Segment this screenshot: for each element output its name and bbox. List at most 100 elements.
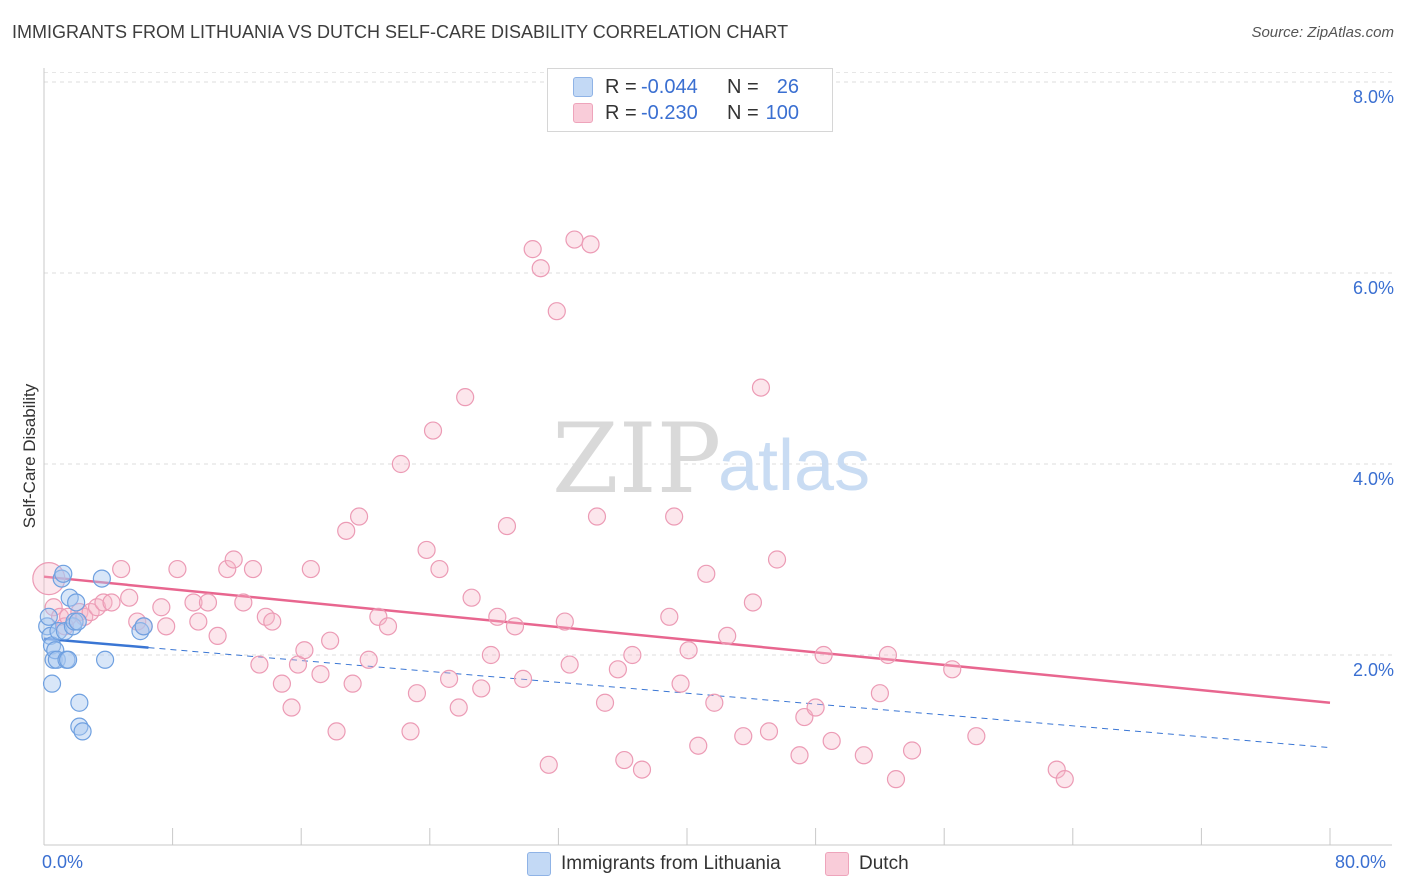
dutch-point [967,727,986,746]
dutch-point [189,612,208,631]
chart-title: IMMIGRANTS FROM LITHUANIA VS DUTCH SELF-… [12,22,789,42]
dutch-point [369,607,388,626]
dutch-point [878,645,898,665]
legend-label: Immigrants from Lithuania [561,853,781,874]
dutch-point [531,259,550,278]
dutch-point [608,660,627,679]
dutch-point [587,507,607,526]
dutch-point [343,674,362,693]
dutch-point [243,559,263,579]
dutch-legend-swatch [825,852,849,876]
lithuania-trend-line [43,637,149,649]
lithuania-point [42,674,62,693]
lithuania-point [54,564,73,583]
stats-legend: R = -0.044 N = 26 R = -0.230 N = 100 [547,68,833,132]
dutch-point [423,421,443,440]
dutch-point [705,693,724,712]
r-label: R = [605,75,637,98]
n-label: N = [727,101,759,124]
dutch-point [311,664,330,684]
y-tick-label-8: 8.0% [1352,87,1394,107]
dutch-point [456,388,475,407]
y-tick-label-4: 4.0% [1352,469,1394,489]
stats-row-dutch: R = -0.230 N = 100 [573,101,799,125]
lithuania-point [95,650,115,669]
lithuania-point [68,612,87,631]
dutch-point [689,736,708,755]
trend-lines [43,575,1331,749]
dutch-point [407,684,427,703]
dutch-point [157,617,176,636]
n-value: 26 [776,75,799,98]
dutch-point [462,588,481,607]
dutch-point [449,698,468,717]
dutch-point [401,722,420,741]
dutch-point [555,612,574,631]
dutch-point [623,645,642,665]
dutch-trend-line [43,575,1331,704]
dutch-point [539,755,558,774]
watermark-zip: ZIP [552,403,721,515]
dutch-point [112,559,131,579]
dutch-point [671,674,690,693]
dutch-point [234,593,253,612]
n-label: N = [727,75,759,98]
dutch-point [665,507,684,526]
dutch-point [943,660,962,679]
dutch-point [751,378,771,397]
legend-item-dutch: Dutch [825,851,909,877]
dutch-point [321,631,340,650]
dutch-point [472,679,491,698]
dutch-point [565,230,584,249]
dutch-point [417,540,436,560]
dutch-point [886,770,906,789]
dutch-point [184,593,203,612]
dutch-point [301,559,320,579]
dutch-point [295,641,314,660]
source-label: Source: ZipAtlas.com [1251,24,1394,41]
dutch-point [327,722,346,741]
dutch-point [505,617,525,636]
dutch-point [44,598,63,617]
dutch-swatch [573,103,593,123]
lithuania-point [49,622,68,641]
lithuania-swatch [573,77,593,97]
lithuania-point [38,617,57,636]
lithuania-point [67,593,86,612]
dutch-point [378,617,398,636]
dutch-point [481,645,500,665]
dutch-point [814,645,833,665]
dutch-point [759,722,779,741]
legend-label: Dutch [859,853,909,874]
y-tick-label-6: 6.0% [1352,278,1394,298]
stats-row-lithuania: R = -0.044 N = 26 [573,75,799,99]
dutch-point [282,698,301,717]
dutch-point [870,684,890,703]
dutch-point [263,612,282,631]
lithuania-legend-swatch [527,852,551,876]
lithuania-point [134,617,153,636]
lithuania-point [59,650,78,669]
n-value: 100 [765,101,799,124]
watermark-atlas: atlas [718,426,870,506]
x-tick-label-max: 80.0% [1335,852,1387,872]
dutch-point [679,641,698,660]
dutch-point [615,750,634,770]
dutch-point [250,655,269,674]
lithuania-point [92,569,111,588]
dutch-point [697,564,716,583]
dutch-point [102,593,121,612]
dutch-point [337,521,356,540]
dutch-point [854,746,873,765]
dutch-point [523,240,542,259]
dutch-point [806,698,825,717]
dutch-point [718,626,737,646]
dutch-point [152,598,171,617]
dutch-point [1055,770,1074,789]
dutch-point [272,674,292,693]
dutch-point [349,507,369,526]
dutch-point [513,669,533,688]
dutch-point [790,746,809,765]
dutch-point [218,559,237,579]
